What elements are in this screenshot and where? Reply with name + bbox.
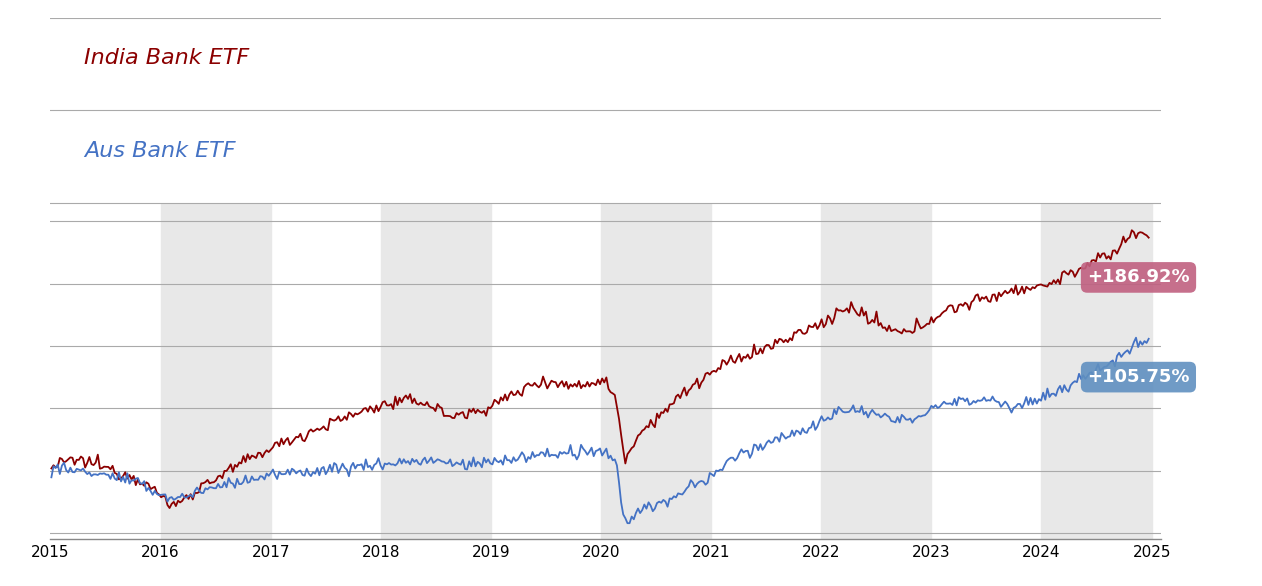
Text: +105.75%: +105.75% xyxy=(1087,368,1190,386)
Text: +186.92%: +186.92% xyxy=(1087,268,1190,287)
Text: India Bank ETF: India Bank ETF xyxy=(83,48,249,69)
Bar xyxy=(381,203,491,539)
Text: Aus Bank ETF: Aus Bank ETF xyxy=(83,141,235,161)
Bar xyxy=(822,203,931,539)
Bar xyxy=(160,203,271,539)
Bar xyxy=(1041,203,1152,539)
Bar xyxy=(601,203,712,539)
